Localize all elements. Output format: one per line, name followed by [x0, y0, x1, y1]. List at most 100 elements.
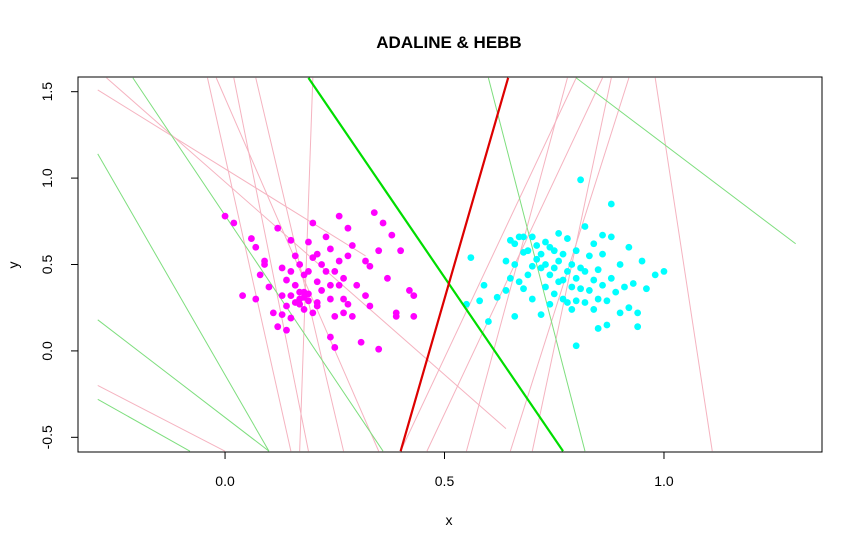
- class-a-point: [340, 274, 347, 282]
- class-a-point: [344, 224, 352, 232]
- class-a-point: [305, 238, 312, 246]
- class-b-point: [502, 257, 510, 265]
- class-a-point: [313, 278, 321, 286]
- class-a-point: [335, 257, 343, 265]
- hebb-iterations-line: [97, 385, 226, 452]
- class-b-point: [564, 268, 571, 275]
- adaline-final-line: [307, 77, 564, 452]
- class-b-point: [528, 295, 536, 303]
- class-b-point: [528, 262, 536, 270]
- class-a-point: [318, 261, 326, 268]
- class-b-point: [528, 233, 536, 241]
- class-b-point: [629, 280, 637, 287]
- class-a-point: [278, 292, 286, 300]
- class-a-point: [265, 283, 273, 291]
- x-axis: 0.0 0.5 1.0: [215, 451, 674, 489]
- class-a-point: [340, 295, 347, 303]
- class-b-point: [555, 257, 563, 265]
- class-a-point: [366, 302, 374, 310]
- class-a-point: [370, 209, 378, 217]
- class-a-point: [388, 231, 396, 239]
- class-a-point: [278, 311, 286, 319]
- class-b-point: [643, 285, 650, 293]
- class-a-point: [291, 281, 299, 289]
- class-b-point: [634, 309, 642, 317]
- class-b-point: [515, 278, 523, 286]
- y-tick-label: 1.5: [39, 82, 55, 102]
- class-b-point: [599, 250, 606, 258]
- class-a-point: [344, 300, 352, 308]
- class-b-point: [502, 287, 510, 294]
- class-b-point: [607, 233, 615, 241]
- class-b-point: [555, 229, 563, 237]
- class-b-point: [524, 271, 532, 279]
- class-b-point: [572, 342, 580, 350]
- class-b-point: [542, 261, 549, 268]
- class-b-point: [520, 233, 527, 241]
- class-a-point: [375, 247, 383, 255]
- plot-border: [77, 76, 823, 453]
- class-a-point: [366, 262, 374, 270]
- class-b-point: [607, 200, 615, 208]
- hebb-iterations-line: [97, 89, 366, 257]
- class-b-point: [511, 240, 519, 248]
- class-a-point: [256, 271, 264, 279]
- class-a-point: [322, 268, 330, 275]
- adaline-iterations-line: [487, 77, 586, 452]
- hebb-iterations-line: [206, 77, 292, 452]
- class-a-point: [405, 287, 413, 294]
- class-b-point: [572, 297, 580, 305]
- class-a-point: [296, 300, 304, 308]
- class-a-point: [252, 295, 260, 303]
- class-a-point: [221, 212, 229, 220]
- class-b-point: [572, 247, 580, 255]
- class-b-point: [550, 290, 558, 298]
- class-b-point: [524, 247, 532, 255]
- class-b-point: [542, 238, 549, 246]
- hebb-iterations-line: [654, 77, 713, 452]
- class-b-point: [625, 304, 633, 312]
- class-a-point: [287, 236, 295, 244]
- class-a-point: [283, 302, 290, 310]
- class-a-point: [309, 309, 317, 317]
- class-b-point: [616, 309, 624, 317]
- class-b-point: [550, 247, 558, 255]
- class-a-point: [326, 245, 334, 253]
- class-b-point: [480, 281, 488, 289]
- class-a-point: [331, 344, 339, 351]
- class-a-point: [397, 247, 405, 255]
- x-axis-label: x: [446, 512, 453, 528]
- x-tick-label: 0.0: [215, 473, 235, 489]
- class-b-point: [568, 261, 576, 268]
- class-a-point: [379, 219, 387, 227]
- class-a-point: [318, 287, 326, 294]
- class-b-point: [585, 252, 593, 260]
- class-b-point: [476, 297, 484, 305]
- class-b-point: [590, 240, 598, 248]
- class-a-point: [331, 312, 339, 320]
- class-b-point: [603, 297, 611, 305]
- class-b-point: [585, 287, 593, 294]
- adaline-iterations-line: [97, 153, 270, 452]
- class-a-point: [230, 219, 238, 227]
- class-b-point: [594, 325, 602, 332]
- class-b-point: [546, 300, 554, 308]
- class-b-point: [559, 250, 567, 258]
- class-a-point: [309, 219, 317, 227]
- class-b-point: [550, 264, 558, 272]
- class-b-point: [568, 306, 576, 313]
- class-a-point: [313, 302, 321, 310]
- class-b-point: [546, 271, 554, 279]
- class-b-point: [533, 242, 541, 249]
- class-a-point: [392, 312, 400, 320]
- class-b-point: [537, 250, 545, 258]
- class-a-point: [326, 281, 334, 289]
- class-b-point: [603, 321, 611, 329]
- class-a-point: [300, 306, 308, 313]
- class-b-point: [599, 281, 606, 289]
- class-a-point: [326, 333, 334, 341]
- class-a-point: [283, 276, 290, 284]
- class-a-point: [384, 274, 391, 282]
- adaline-iterations-line: [575, 77, 796, 245]
- class-a-point: [283, 326, 290, 334]
